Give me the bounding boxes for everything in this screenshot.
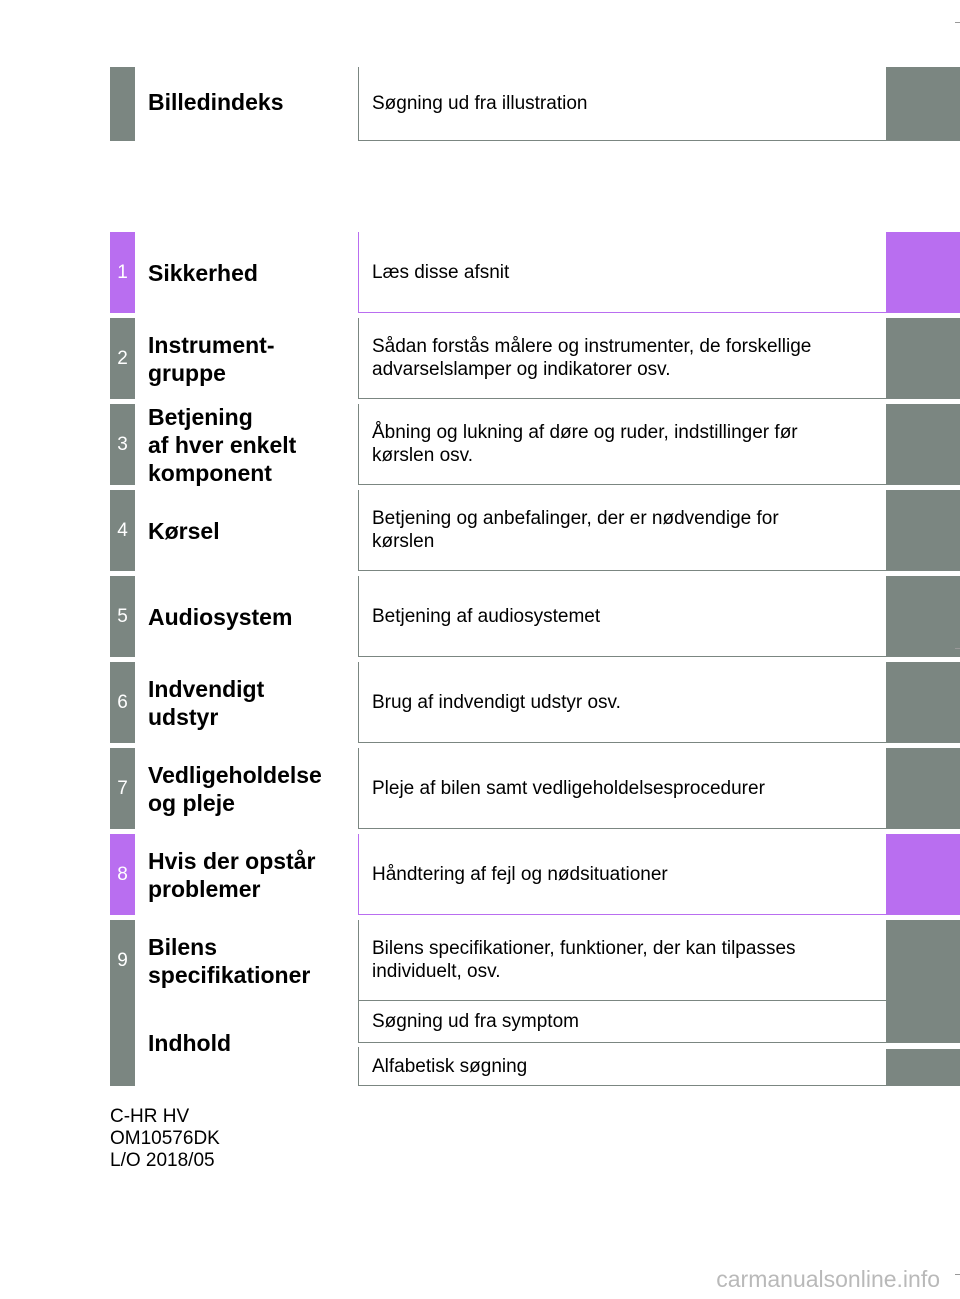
chapter-row-1[interactable]: 1 Sikkerhed Læs disse afsnit [110, 232, 960, 313]
contents-tab-symptom[interactable] [886, 1000, 960, 1043]
crop-mark [955, 22, 960, 23]
chapter-description: Betjening og anbefalinger, der er nødven… [358, 490, 886, 571]
chapter-title: Sikkerhed [148, 259, 258, 286]
contents-side-bar [110, 1000, 135, 1086]
contents-title: Indhold [148, 1030, 232, 1056]
chapter-row-6[interactable]: 6 Indvendigt udstyr Brug af indvendigt uds… [110, 662, 960, 743]
chapter-row-5[interactable]: 5 Audiosystem Betjening af audiosystemet [110, 576, 960, 657]
chapter-number: 7 [110, 748, 135, 829]
crop-mark [955, 648, 960, 649]
chapter-tab[interactable] [886, 576, 960, 657]
chapter-row-3[interactable]: 3 Betjening af hver enkelt komponent Åbnin… [110, 403, 960, 486]
chapter-title: Betjening af hver enkelt komponent [148, 403, 297, 486]
chapter-tab[interactable] [886, 490, 960, 571]
chapter-tab[interactable] [886, 318, 960, 399]
chapter-tab[interactable] [886, 834, 960, 915]
chapter-number: 6 [110, 662, 135, 743]
manual-code: OM10576DK [110, 1128, 220, 1149]
index-side-bar [110, 67, 135, 141]
chapter-description: Åbning og lukning af døre og ruder, inds… [358, 404, 886, 485]
chapter-tab[interactable] [886, 920, 960, 1001]
chapter-description: Betjening af audiosystemet [358, 576, 886, 657]
chapter-tab[interactable] [886, 662, 960, 743]
chapter-description: Sådan forstås målere og instrumenter, de… [358, 318, 886, 399]
chapter-description: Bilens specifikationer, funktioner, der … [358, 920, 886, 1001]
crop-mark [955, 1274, 960, 1275]
chapter-title: Indvendigt udstyr [148, 675, 265, 730]
chapter-row-9[interactable]: 9 Bilens specifikationer Bilens specifikat… [110, 920, 960, 1001]
watermark: carmanualsonline.info [716, 1266, 940, 1292]
chapter-title: Kørsel [148, 517, 220, 544]
chapter-row-2[interactable]: 2 Instrument- gruppe Sådan forstås målere … [110, 318, 960, 399]
chapter-description: Pleje af bilen samt vedligeholdelsesproc… [358, 748, 886, 829]
chapter-number: 5 [110, 576, 135, 657]
chapter-row-8[interactable]: 8 Hvis der opstår problemer Håndtering af … [110, 834, 960, 915]
contents-tab-alphabetical[interactable] [886, 1049, 960, 1086]
contents-entry-symptom[interactable]: Søgning ud fra symptom [358, 1000, 886, 1043]
chapter-number: 4 [110, 490, 135, 571]
print-date: L/O 2018/05 [110, 1150, 215, 1171]
chapter-number: 9 [110, 920, 135, 1001]
chapter-description: Håndtering af fejl og nødsituationer [358, 834, 886, 915]
picture-index-row[interactable]: Billedindeks Søgning ud fra illustration [110, 67, 960, 141]
chapter-description: Brug af indvendigt udstyr osv. [358, 662, 886, 743]
model-name: C-HR HV [110, 1106, 190, 1127]
chapter-number: 3 [110, 404, 135, 485]
chapter-tab[interactable] [886, 748, 960, 829]
chapter-title: Audiosystem [148, 603, 293, 630]
chapter-title: Instrument- gruppe [148, 331, 275, 386]
chapter-title: Vedligeholdelse og pleje [148, 761, 322, 816]
index-title: Billedindeks [148, 89, 284, 115]
contents-entry-alphabetical[interactable]: Alfabetisk søgning [358, 1047, 886, 1086]
chapter-number: 1 [110, 232, 135, 313]
chapter-number: 2 [110, 318, 135, 399]
chapter-row-4[interactable]: 4 Kørsel Betjening og anbefalinger, der er… [110, 490, 960, 571]
chapter-description: Læs disse afsnit [358, 232, 886, 313]
index-description: Søgning ud fra illustration [358, 67, 886, 141]
contents-row: Indhold Søgning ud fra symptom Alfabetis… [110, 1000, 960, 1086]
model-info: C-HR HV OM10576DK L/O 2018/05 [110, 1106, 220, 1172]
chapter-tab[interactable] [886, 404, 960, 485]
chapter-title: Hvis der opstår problemer [148, 847, 316, 902]
chapter-title: Bilens specifikationer [148, 933, 311, 988]
chapter-tab[interactable] [886, 232, 960, 313]
chapter-row-7[interactable]: 7 Vedligeholdelse og pleje Pleje af bilen … [110, 748, 960, 829]
index-tab[interactable] [886, 67, 960, 141]
chapter-number: 8 [110, 834, 135, 915]
